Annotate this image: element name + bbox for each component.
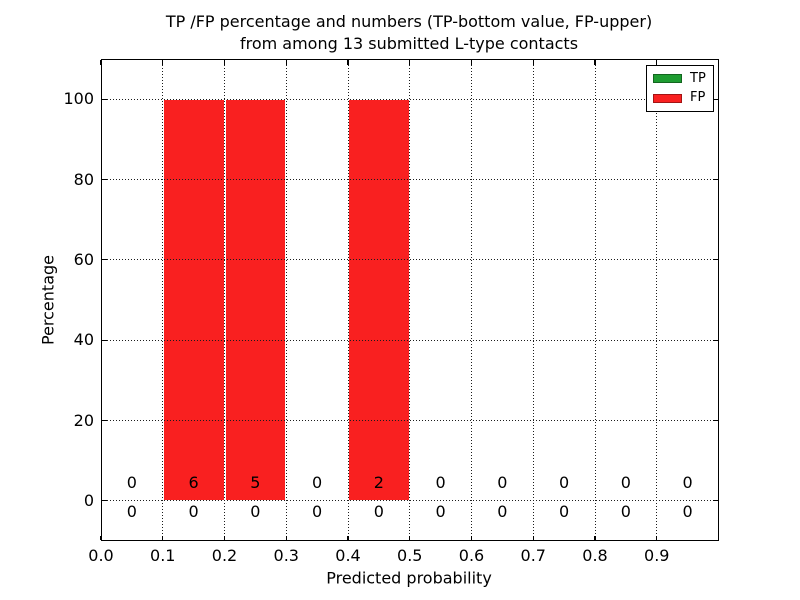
- chart-title-line1: TP /FP percentage and numbers (TP-bottom…: [165, 12, 653, 31]
- y-tick-right: [713, 98, 718, 100]
- x-tick-label: 0.3: [273, 546, 299, 565]
- x-tick-top: [162, 60, 164, 65]
- fp-count: 5: [250, 473, 261, 493]
- tp-swatch: [653, 74, 682, 84]
- x-tick-label: 0.4: [335, 546, 361, 565]
- gridline-v: [224, 59, 225, 541]
- tp-count: 0: [620, 502, 631, 522]
- x-tick-label: 0.2: [211, 546, 238, 565]
- y-tick-label: 60: [73, 249, 94, 269]
- legend-label-fp: FP: [690, 90, 706, 106]
- x-tick-bottom: [347, 535, 349, 540]
- legend: TP FP: [646, 65, 714, 112]
- y-tick-right: [713, 500, 718, 502]
- x-tick-bottom: [470, 535, 473, 540]
- fp-count: 0: [497, 473, 508, 493]
- x-tick-bottom: [409, 535, 411, 540]
- fp-swatch: [653, 93, 682, 103]
- x-tick-top: [532, 60, 534, 65]
- x-tick-label: 0.6: [458, 546, 485, 565]
- x-tick-top: [409, 60, 411, 65]
- tp-count: 0: [373, 502, 384, 522]
- x-tick-top: [470, 60, 473, 65]
- tp-count: 0: [682, 502, 693, 522]
- x-tick-label: 0.9: [644, 546, 670, 565]
- gridline-v: [471, 59, 472, 541]
- x-tick-top: [656, 60, 658, 65]
- y-tick-label: 80: [73, 169, 94, 189]
- gridline-v: [409, 59, 411, 541]
- y-tick-left: [102, 178, 107, 181]
- y-tick-label: 0: [83, 490, 94, 510]
- x-tick-top: [347, 60, 349, 65]
- gridline-v: [656, 59, 658, 541]
- y-tick-left: [102, 259, 107, 261]
- x-tick-bottom: [532, 535, 534, 540]
- fp-count: 0: [312, 473, 323, 493]
- fp-count: 0: [682, 473, 693, 493]
- fp-count: 6: [188, 473, 199, 493]
- y-tick-right: [713, 259, 718, 261]
- y-tick-label: 20: [73, 410, 94, 430]
- fp-count: 2: [373, 473, 384, 493]
- gridline-v: [347, 59, 349, 541]
- x-tick-bottom: [656, 535, 658, 540]
- fp-count: 0: [126, 473, 137, 493]
- legend-entry-tp: TP: [653, 70, 713, 86]
- y-tick-right: [713, 419, 718, 422]
- x-tick-label: 0.7: [520, 546, 546, 565]
- x-tick-bottom: [594, 535, 596, 540]
- legend-label-tp: TP: [690, 70, 706, 86]
- x-tick-label: 0.8: [582, 546, 608, 565]
- x-tick-label: 0.1: [150, 546, 176, 565]
- chart-title: TP /FP percentage and numbers (TP-bottom…: [166, 11, 652, 54]
- x-axis-label: Predicted probability: [326, 568, 492, 588]
- tp-count: 0: [559, 502, 570, 522]
- tp-count: 0: [497, 502, 508, 522]
- fp-bar: [348, 99, 410, 501]
- x-tick-top: [100, 60, 102, 65]
- tp-count: 0: [250, 502, 261, 522]
- y-tick-left: [102, 98, 107, 100]
- x-tick-bottom: [162, 535, 164, 540]
- x-tick-top: [285, 60, 287, 65]
- gridline-v: [594, 59, 596, 541]
- x-tick-top: [594, 60, 596, 65]
- gridline-v: [162, 59, 164, 541]
- x-tick-bottom: [223, 535, 226, 540]
- gridline-v: [532, 59, 534, 541]
- x-tick-bottom: [100, 535, 102, 540]
- y-tick-left: [102, 339, 107, 341]
- y-tick-label: 100: [63, 89, 94, 109]
- tp-count: 0: [188, 502, 199, 522]
- axes-frame: [101, 59, 719, 541]
- tp-count: 0: [312, 502, 323, 522]
- y-tick-label: 40: [73, 330, 94, 350]
- gridline-v: [285, 59, 287, 541]
- x-tick-label: 0.0: [88, 546, 114, 565]
- x-tick-label: 0.5: [397, 546, 423, 565]
- tp-count: 0: [435, 502, 446, 522]
- legend-entry-fp: FP: [653, 91, 713, 105]
- x-tick-top: [223, 60, 226, 65]
- fp-count: 0: [559, 473, 570, 493]
- fp-count: 0: [620, 473, 631, 493]
- y-tick-right: [713, 339, 718, 341]
- y-tick-left: [102, 419, 107, 422]
- y-tick-left: [102, 500, 107, 502]
- x-tick-bottom: [285, 535, 287, 540]
- y-tick-right: [713, 178, 718, 181]
- chart-title-line2: from among 13 submitted L-type contacts: [239, 33, 579, 53]
- tp-count: 0: [126, 502, 137, 522]
- fp-count: 0: [435, 473, 446, 493]
